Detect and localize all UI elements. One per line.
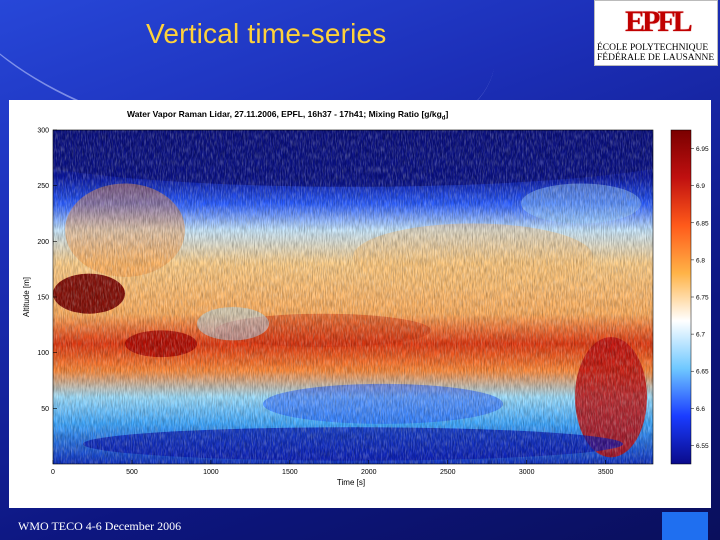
x-tick-label-3: 1500	[282, 469, 298, 476]
x-tick-label-5: 2500	[440, 469, 456, 476]
footer-text: WMO TECO 4-6 December 2006	[18, 519, 182, 533]
colorbar-tick-label-1: 6.6	[696, 406, 705, 413]
x-tick-label-7: 3500	[598, 469, 614, 476]
chart-title: Water Vapor Raman Lidar, 27.11.2006, EPF…	[127, 109, 449, 122]
x-axis-label: Time [s]	[337, 478, 365, 487]
y-tick-label-2: 150	[37, 295, 49, 302]
chart-panel: Water Vapor Raman Lidar, 27.11.2006, EPF…	[9, 100, 711, 508]
epfl-logo: EPFL ÉCOLE POLYTECHNIQUE FÉDÉRALE DE LAU…	[594, 0, 718, 66]
colorbar-tick-label-7: 6.9	[696, 183, 705, 190]
colorbar-tick-label-0: 6.55	[696, 443, 709, 450]
slide-title: Vertical time-series	[146, 18, 387, 49]
colorbar-tick-label-8: 6.95	[696, 146, 709, 153]
colorbar: 6.55 6.6 6.65 6.7 6.75 6.8 6.85 6.9 6.95	[670, 129, 709, 465]
colorbar-tick-label-4: 6.75	[696, 295, 709, 302]
y-axis-label: Altitude [m]	[22, 277, 31, 317]
x-tick-label-1: 500	[126, 469, 138, 476]
logo-line-1: ÉCOLE POLYTECHNIQUE	[597, 43, 709, 53]
footer-nav-box[interactable]	[662, 512, 708, 540]
colorbar-tick-label-3: 6.7	[696, 332, 705, 339]
logo-mark: EPFL	[625, 5, 693, 38]
heatmap-plot-area	[53, 130, 653, 464]
x-tick-label-4: 2000	[361, 469, 377, 476]
colorbar-tick-label-2: 6.65	[696, 369, 709, 376]
heatmap-texture-light	[53, 130, 653, 464]
y-tick-label-1: 100	[37, 350, 49, 357]
x-tick-label-6: 3000	[519, 469, 535, 476]
y-tick-label-3: 200	[37, 239, 49, 246]
logo-line-2: FÉDÉRALE DE LAUSANNE	[597, 53, 715, 63]
colorbar-tick-label-6: 6.85	[696, 220, 709, 227]
lidar-heatmap-chart: 0 500 1000 1500 2000 2500 3000 3500 50 100 150 200…	[22, 128, 709, 488]
colorbar-tick-label-5: 6.8	[696, 257, 705, 264]
x-axis: 0 500 1000 1500 2000 2500 3000 3500	[51, 460, 614, 476]
y-tick-label-0: 50	[41, 406, 49, 413]
y-tick-label-5: 300	[37, 128, 49, 135]
x-tick-label-2: 1000	[203, 469, 219, 476]
y-axis: 50 100 150 200 250 300	[37, 128, 57, 413]
x-tick-label-0: 0	[51, 469, 55, 476]
y-tick-label-4: 250	[37, 183, 49, 190]
colorbar-scale	[670, 129, 692, 465]
